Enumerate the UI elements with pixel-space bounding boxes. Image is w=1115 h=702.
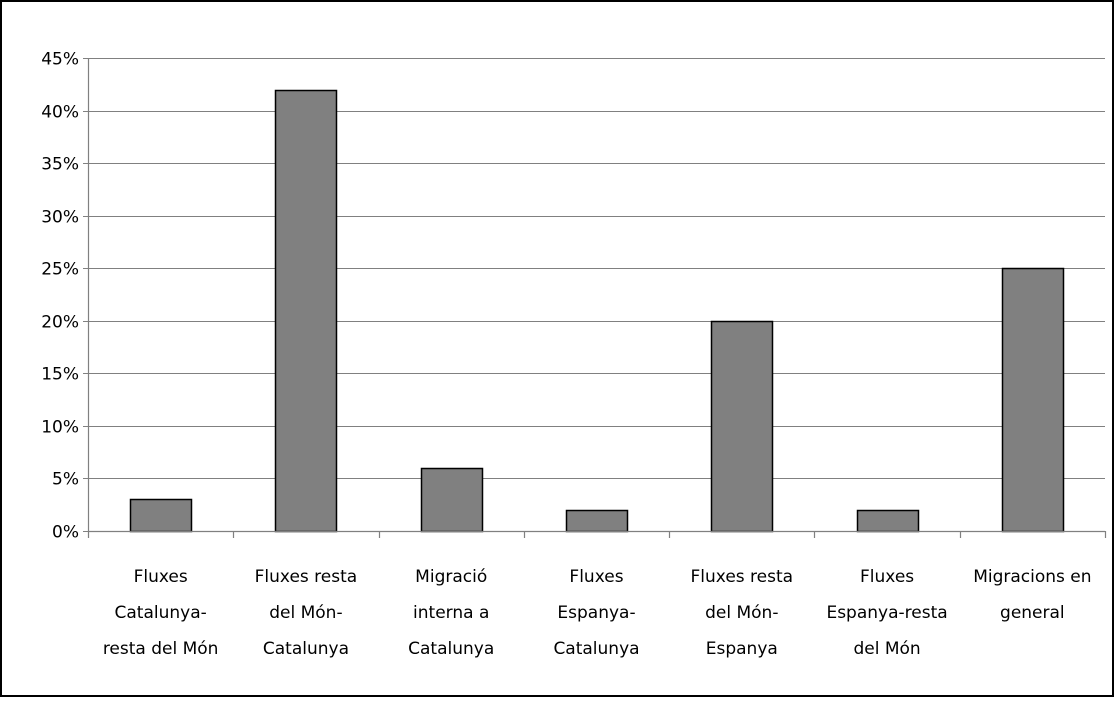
y-tick-label: 35% (41, 155, 79, 175)
bar-1 (274, 89, 338, 533)
x-tick-label: Migracions en general (973, 567, 1091, 623)
x-tick-label-line: general (1000, 603, 1065, 623)
x-tick-label-line: Catalunya- (115, 603, 207, 623)
x-tick-label-line: Fluxes (134, 567, 188, 587)
x-tick-label-line: interna a (413, 603, 489, 623)
x-tick-label-line: Fluxes resta (255, 567, 358, 587)
x-tick-label-line: Espanya-resta (826, 603, 947, 623)
y-tick-label: 40% (41, 103, 79, 123)
y-tick-labels: 0% 5% 10% 15% 20% 25% 30% 35% 40% 45% (41, 50, 79, 543)
x-tick-label-line: del Món (853, 639, 920, 659)
bars (129, 89, 1065, 533)
gridlines (88, 58, 1105, 479)
y-tick-label: 25% (41, 260, 79, 280)
y-tick-label: 20% (41, 313, 79, 333)
x-tick-label-line: Espanya- (557, 603, 635, 623)
x-tick-label-line: Fluxes resta (691, 567, 794, 587)
x-tick-labels: Fluxes Catalunya-resta del Món Fluxes rest… (103, 567, 1092, 659)
bar-3 (565, 509, 629, 533)
x-tick-label: Fluxes resta del Món- Espanya (691, 567, 794, 659)
bar-4 (710, 320, 774, 533)
y-tick-label: 30% (41, 208, 79, 228)
y-tick-label: 0% (52, 523, 79, 543)
x-tick-label-line: Catalunya (263, 639, 349, 659)
x-tick-label-line: Espanya (706, 639, 778, 659)
x-tick-label-line: resta del Món (103, 639, 219, 659)
x-tick-label: Fluxes Catalunya-resta del Món (103, 567, 219, 659)
y-tick-label: 10% (41, 418, 79, 438)
x-tick-label-line: Catalunya (408, 639, 494, 659)
y-tick-label: 5% (52, 470, 79, 490)
x-tick-label-line: Catalunya (553, 639, 639, 659)
bar-5 (856, 509, 920, 533)
bar-2 (420, 467, 484, 533)
x-tick-label-line: Fluxes (860, 567, 914, 587)
x-tick-label: Migració interna a Catalunya (408, 567, 494, 659)
bar-6 (1001, 267, 1065, 533)
x-tick-label: Fluxes Espanya-resta del Món (826, 567, 947, 659)
y-tick-label: 45% (41, 50, 79, 70)
axes (83, 58, 1107, 538)
x-tick-label-line: Migració (415, 567, 487, 587)
y-tick-label: 15% (41, 365, 79, 385)
x-tick-label-line: del Món- (705, 603, 778, 623)
bar-0 (129, 498, 193, 533)
x-tick-label: Fluxes Espanya- Catalunya (553, 567, 639, 659)
x-tick-label: Fluxes resta del Món- Catalunya (255, 567, 358, 659)
x-tick-label-line: Fluxes (569, 567, 623, 587)
x-tick-label-line: del Món- (269, 603, 342, 623)
x-tick-label-line: Migracions en (973, 567, 1091, 587)
